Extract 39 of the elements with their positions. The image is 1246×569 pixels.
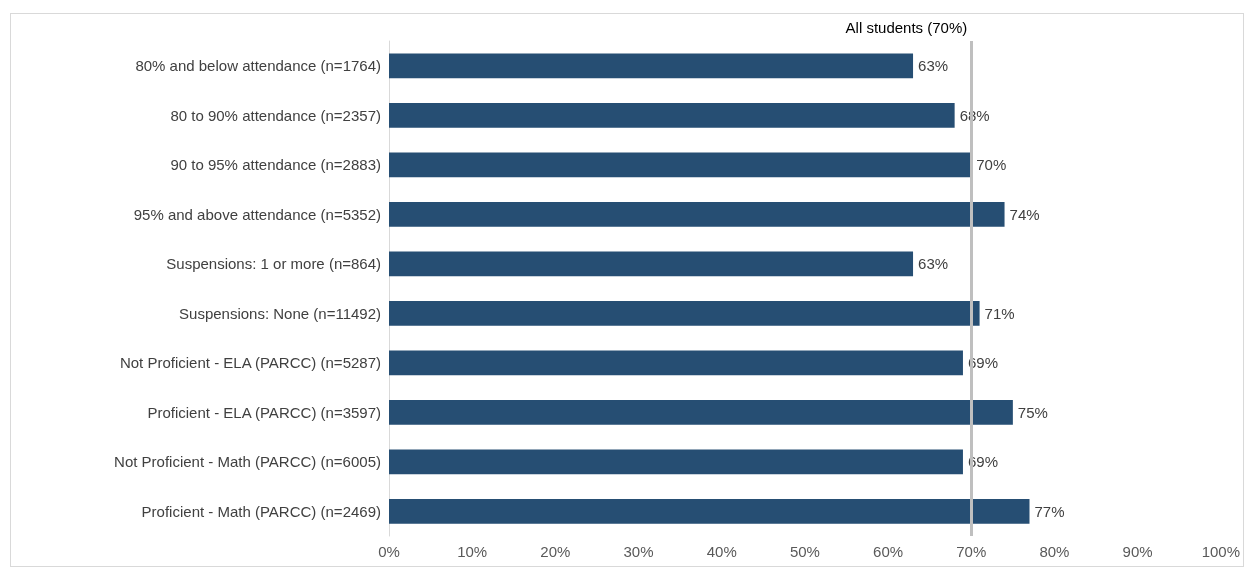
- bar: [389, 350, 963, 376]
- bar: [389, 152, 972, 178]
- bar: [389, 399, 1013, 425]
- y-tick-label: Proficient - ELA (PARCC) (n=3597): [147, 403, 381, 421]
- data-label: 75%: [1017, 403, 1048, 421]
- x-tick-label: 40%: [706, 543, 737, 560]
- bar: [389, 251, 914, 277]
- x-tick-label: 30%: [623, 543, 654, 560]
- x-tick-label: 70%: [956, 543, 987, 560]
- bar: [389, 498, 1030, 524]
- y-tick-label: 95% and above attendance (n=5352): [133, 205, 381, 223]
- y-tick-label: Suspensions: 1 or more (n=864): [166, 255, 381, 273]
- y-tick-label: Not Proficient - Math (PARCC) (n=6005): [114, 453, 381, 471]
- x-tick-label: 100%: [1201, 543, 1241, 560]
- y-tick-label: Proficient - Math (PARCC) (n=2469): [141, 502, 381, 520]
- x-tick-label: 0%: [378, 543, 400, 560]
- y-tick-label: 90 to 95% attendance (n=2883): [170, 156, 381, 174]
- bar: [389, 53, 914, 79]
- x-tick-label: 80%: [1039, 543, 1070, 560]
- y-tick-label: Not Proficient - ELA (PARCC) (n=5287): [119, 354, 381, 372]
- y-tick-label: Suspensions: None (n=11492): [179, 304, 381, 322]
- data-label: 70%: [976, 156, 1007, 174]
- data-label: 74%: [1009, 205, 1040, 223]
- y-tick-label: 80 to 90% attendance (n=2357): [170, 106, 381, 124]
- data-label: 77%: [1034, 502, 1065, 520]
- ref-line-label: All students (70%): [845, 19, 968, 36]
- bar: [389, 300, 980, 326]
- bar: [389, 102, 955, 128]
- data-label: 71%: [984, 304, 1015, 322]
- x-tick-label: 20%: [540, 543, 571, 560]
- x-tick-label: 60%: [873, 543, 904, 560]
- data-label: 63%: [918, 255, 949, 273]
- y-tick-label: 80% and below attendance (n=1764): [135, 57, 381, 75]
- x-tick-label: 10%: [457, 543, 488, 560]
- bar: [389, 449, 963, 475]
- x-tick-label: 50%: [789, 543, 820, 560]
- data-label: 63%: [918, 57, 949, 75]
- bar: [389, 201, 1005, 227]
- x-tick-label: 90%: [1122, 543, 1153, 560]
